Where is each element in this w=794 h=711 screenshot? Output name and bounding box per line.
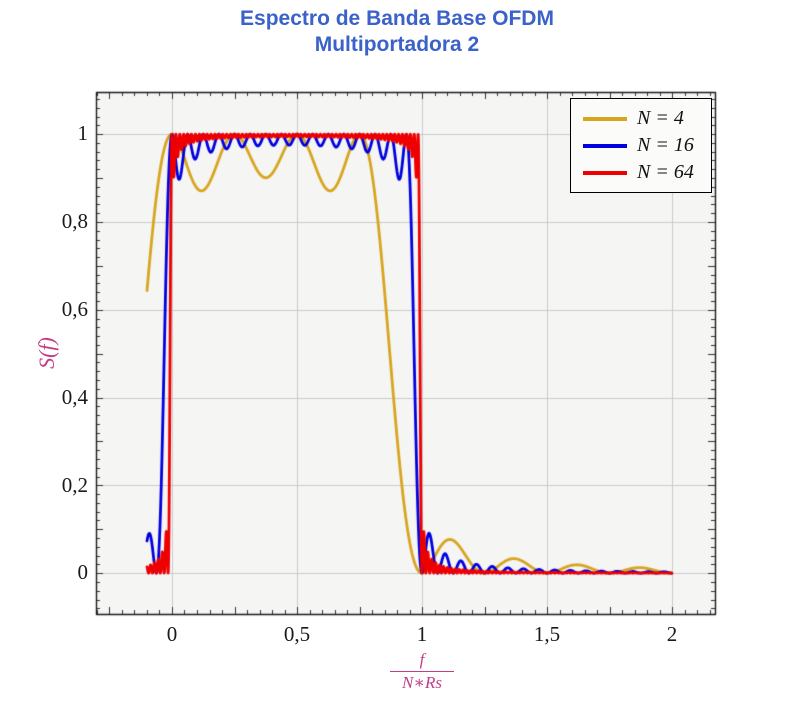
chart-title: Espectro de Banda Base OFDM Multiportado… (0, 6, 794, 58)
fraction-bar (390, 671, 454, 672)
legend-line-swatch-n16 (583, 143, 627, 148)
legend-line-swatch-n4 (583, 116, 627, 121)
x-axis-label-numerator: f (419, 650, 425, 669)
y-axis-label: S(f) (34, 337, 59, 369)
legend-label-n4: N = 4 (637, 107, 684, 129)
y-tick-label-1: 1 (77, 121, 89, 145)
x-axis-label: f N∗Rs (384, 650, 460, 693)
x-tick-label-1: 1 (416, 622, 428, 646)
y-tick-label-0-4: 0,4 (61, 385, 88, 409)
legend-line-swatch-n64 (583, 170, 627, 175)
chart-title-line2: Multiportadora 2 (314, 33, 480, 56)
x-tick-label-1-5: 1,5 (533, 622, 561, 646)
x-axis-label-denominator: N∗Rs (402, 673, 442, 692)
y-tick-label-0-6: 0,6 (61, 297, 88, 321)
y-tick-label-0-8: 0,8 (61, 209, 88, 233)
legend-label-n64: N = 64 (637, 161, 694, 183)
x-tick-label-0-5: 0,5 (283, 622, 311, 646)
legend-entry-n64: N = 64 (583, 161, 701, 184)
x-tick-label-0: 0 (166, 622, 178, 646)
legend-entry-n16: N = 16 (583, 134, 701, 157)
chart-title-line1: Espectro de Banda Base OFDM (240, 7, 554, 30)
legend-entry-n4: N = 4 (583, 107, 701, 130)
x-tick-label-2: 2 (666, 622, 678, 646)
y-tick-label-0: 0 (77, 560, 89, 584)
y-tick-label-0-2: 0,2 (61, 473, 88, 497)
legend-box: N = 4 N = 16 N = 64 (570, 98, 712, 193)
legend-label-n16: N = 16 (637, 134, 694, 156)
